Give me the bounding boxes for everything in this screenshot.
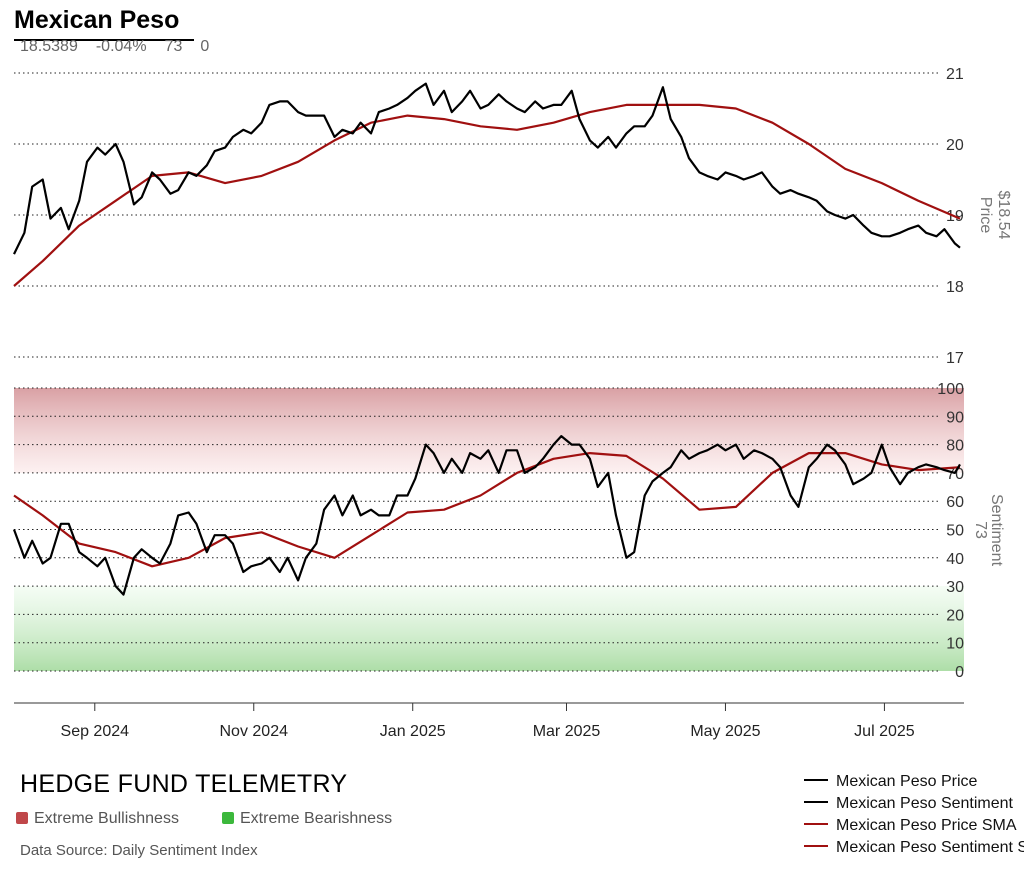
chart-title: Mexican Peso bbox=[14, 6, 180, 34]
sentiment-sma-line bbox=[13, 452, 961, 568]
sentiment-tick-label: 80 bbox=[946, 438, 964, 455]
sentiment-gridlines: 0 10 20 30 40 50 60 70 80 90 100 bbox=[14, 381, 964, 681]
price-tick-label: 17 bbox=[946, 350, 964, 367]
sentiment-tick-label: 20 bbox=[946, 607, 964, 624]
x-axis: Sep 2024 Nov 2024 Jan 2025 Mar 2025 May 2025… bbox=[61, 703, 915, 740]
bear-swatch bbox=[222, 812, 234, 824]
bull-key-label: Extreme Bullishness bbox=[34, 810, 179, 827]
legend-item-price-sma: Mexican Peso Price SMA bbox=[804, 815, 1024, 837]
legend-label: Mexican Peso Sentiment SMA bbox=[836, 839, 1024, 856]
legend-item-sentiment-sma: Mexican Peso Sentiment SMA bbox=[804, 837, 1024, 859]
title-underline bbox=[14, 39, 194, 41]
sentiment-tick-label: 60 bbox=[946, 494, 964, 511]
bear-key-label: Extreme Bearishness bbox=[240, 810, 393, 827]
price-tick-label: 20 bbox=[946, 137, 964, 154]
bull-swatch bbox=[16, 812, 28, 824]
sentiment-tick-label: 10 bbox=[946, 636, 964, 653]
sentiment-tick-label: 100 bbox=[937, 381, 964, 398]
sentiment-tick-label: 0 bbox=[955, 664, 964, 681]
x-tick-label: Jan 2025 bbox=[380, 723, 446, 740]
price-tick-label: 21 bbox=[946, 66, 964, 83]
sentiment-current-label: 73 bbox=[972, 521, 989, 539]
legend-line-icon bbox=[804, 823, 828, 825]
stat-sentiment: 73 bbox=[164, 38, 183, 55]
sentiment-axis-title: Sentiment bbox=[988, 494, 1005, 567]
series-legend: Mexican Peso Price Mexican Peso Sentimen… bbox=[804, 771, 1024, 859]
legend-item-sentiment: Mexican Peso Sentiment bbox=[804, 793, 1024, 815]
extreme-bearishness-key: Extreme Bearishness bbox=[222, 810, 392, 828]
data-source: Data Source: Daily Sentiment Index bbox=[20, 842, 258, 859]
sentiment-line bbox=[12, 435, 961, 596]
legend-item-price: Mexican Peso Price bbox=[804, 771, 1024, 793]
legend-line-icon bbox=[804, 779, 828, 781]
sentiment-tick-label: 40 bbox=[946, 551, 964, 568]
x-tick-label: May 2025 bbox=[690, 723, 760, 740]
sentiment-tick-label: 30 bbox=[946, 579, 964, 596]
stat-other: 0 bbox=[200, 38, 210, 55]
extreme-bearishness-zone bbox=[14, 586, 964, 671]
sentiment-tick-label: 70 bbox=[946, 466, 964, 483]
x-tick-label: Sep 2024 bbox=[61, 723, 130, 740]
legend-label: Mexican Peso Sentiment bbox=[836, 795, 1013, 812]
brand-name: HEDGE FUND TELEMETRY bbox=[20, 770, 348, 798]
x-tick-label: Jul 2025 bbox=[854, 723, 915, 740]
stat-change: -0.04% bbox=[95, 38, 147, 55]
extreme-bullishness-key: Extreme Bullishness bbox=[16, 810, 179, 828]
sentiment-tick-label: 50 bbox=[946, 523, 964, 540]
legend-label: Mexican Peso Price bbox=[836, 773, 978, 790]
header-stats: 18.5389 -0.04% 73 0 bbox=[20, 38, 227, 56]
legend-line-icon bbox=[804, 845, 828, 847]
sentiment-tick-label: 90 bbox=[946, 409, 964, 426]
legend-line-icon bbox=[804, 801, 828, 803]
price-tick-label: 18 bbox=[946, 279, 964, 296]
legend-label: Mexican Peso Price SMA bbox=[836, 817, 1017, 834]
series-lines bbox=[12, 82, 961, 596]
price-sma-line bbox=[13, 103, 961, 287]
x-tick-label: Nov 2024 bbox=[220, 723, 289, 740]
price-line bbox=[13, 82, 961, 255]
stat-price: 18.5389 bbox=[20, 38, 78, 55]
price-current-label: $18.54 bbox=[995, 191, 1012, 240]
price-axis-title: Price bbox=[977, 197, 994, 234]
x-tick-label: Mar 2025 bbox=[533, 723, 601, 740]
extreme-bullishness-zone bbox=[14, 388, 964, 473]
